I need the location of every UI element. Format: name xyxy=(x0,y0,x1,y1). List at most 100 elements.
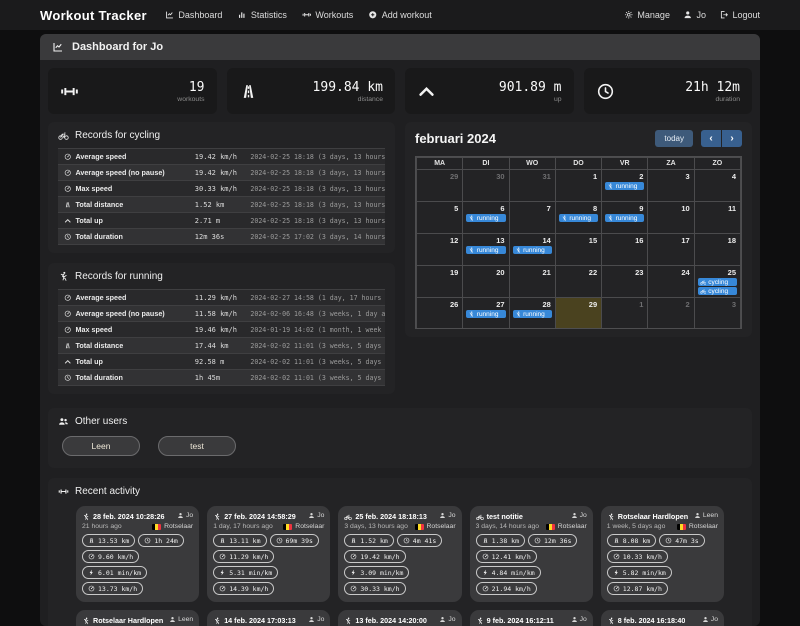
calendar-next-button[interactable]: › xyxy=(722,130,742,147)
gauge-icon xyxy=(88,553,95,560)
record-date: 2024-02-02 11:01 (3 weeks, 5 days ago) xyxy=(244,369,385,386)
calendar-day: 12 xyxy=(416,233,464,266)
stat-label: duration xyxy=(715,95,740,103)
stat-badge: 13.73 km/h xyxy=(82,582,144,595)
calendar-day-number: 5 xyxy=(454,204,459,213)
activity-card[interactable]: 27 feb. 2024 14:58:29 Jo 1 day, 17 hours… xyxy=(207,506,331,602)
calendar-event-running[interactable]: running xyxy=(558,214,599,222)
calendar-day: 9 running xyxy=(601,201,649,234)
nav-add-workout[interactable]: Add workout xyxy=(368,10,432,20)
calendar-day-number: 16 xyxy=(635,236,644,245)
calendar-event-running[interactable]: running xyxy=(605,182,645,190)
calendar-event-cycling[interactable]: cycling xyxy=(697,278,737,286)
gauge-icon xyxy=(482,553,489,560)
bicycle-icon xyxy=(700,288,707,295)
calendar-event-cycling[interactable]: cycling xyxy=(697,287,737,295)
calendar-title: februari 2024 xyxy=(415,131,496,146)
activity-card[interactable]: test notitie Jo 3 days, 14 hours ago Rot… xyxy=(469,506,593,602)
activity-card[interactable]: 25 feb. 2024 18:18:13 Jo 3 days, 13 hour… xyxy=(338,506,462,602)
activity-card[interactable]: 13 feb. 2024 14:20:00 Jo 2 weeks, 1 day … xyxy=(338,610,462,626)
record-value: 19.46 km/h xyxy=(188,321,245,338)
calendar-event-running[interactable]: running xyxy=(512,246,552,254)
activity-user: Jo xyxy=(308,512,324,519)
activity-ago: 21 hours ago xyxy=(82,523,122,530)
road-icon xyxy=(64,342,72,350)
bicycle-icon xyxy=(58,130,69,141)
calendar-day: 23 xyxy=(601,265,649,298)
clock-icon xyxy=(64,374,72,382)
nav-logout[interactable]: Logout xyxy=(719,10,760,20)
activity-title: Rotselaar Hardlopen xyxy=(82,616,163,625)
road-icon xyxy=(239,82,258,101)
activity-card[interactable]: Rotselaar Hardlopen Leen 1 week, 5 days … xyxy=(600,506,724,602)
stat-badge: 14.39 km/h xyxy=(213,582,275,595)
user-pill-test[interactable]: test xyxy=(158,436,236,456)
gauge-icon xyxy=(350,585,357,592)
activity-card[interactable]: 9 feb. 2024 16:12:11 Jo 2 weeks, 5 days … xyxy=(469,610,593,626)
record-label: Average speed (no pause) xyxy=(58,305,189,322)
calendar-day-number: 22 xyxy=(588,268,598,277)
calendar-today-button[interactable]: today xyxy=(655,130,693,147)
runner-icon xyxy=(607,215,614,222)
stat-badge: 8.08 km xyxy=(606,534,657,547)
activity-card[interactable]: 28 feb. 2024 10:28:26 Jo 21 hours ago Ro… xyxy=(76,506,200,602)
page-header: Dashboard for Jo xyxy=(40,34,760,60)
calendar-event-running[interactable]: running xyxy=(605,214,645,222)
runner-icon xyxy=(468,247,475,254)
activity-user: Leen xyxy=(169,616,193,623)
nav-workouts[interactable]: Workouts xyxy=(302,10,353,20)
activity-card[interactable]: 8 feb. 2024 16:18:40 Jo 2 weeks, 6 days … xyxy=(600,610,724,626)
recent-activity-title: Recent activity xyxy=(58,486,742,497)
activity-card[interactable]: 14 feb. 2024 17:03:13 Jo 2 weeks ago Rot… xyxy=(207,610,331,626)
calendar-day-number: 25 xyxy=(727,268,736,277)
other-users-panel: Other users Leen test xyxy=(48,408,752,468)
bolt-icon xyxy=(350,569,357,576)
calendar-day-number: 4 xyxy=(731,172,736,181)
other-users-list: Leen test xyxy=(62,436,738,456)
record-value: 11.29 km/h xyxy=(188,289,245,306)
nav-dashboard[interactable]: Dashboard xyxy=(165,10,222,20)
record-date: 2024-02-25 18:18 (3 days, 13 hours ago) xyxy=(244,164,385,181)
stat-badge: 11.29 km/h xyxy=(213,550,275,563)
runner-icon xyxy=(58,271,69,282)
calendar-day-number: 1 xyxy=(639,300,644,309)
calendar-day: 3 xyxy=(693,297,741,328)
calendar-day-number: 24 xyxy=(681,268,690,277)
dumbbell-icon xyxy=(302,10,312,20)
calendar-day: 24 xyxy=(647,265,695,298)
nav-current-user[interactable]: Jo xyxy=(683,10,706,20)
records-running-table: Average speed 11.29 km/h 2024-02-27 14:5… xyxy=(58,289,385,386)
calendar-week: 12 13 running 14 running 15 16 17 18 xyxy=(416,233,741,266)
calendar-prev-button[interactable]: ‹ xyxy=(701,130,721,147)
record-date: 2024-02-25 18:18 (3 days, 13 hours ago) xyxy=(244,212,385,229)
calendar-day-number: 1 xyxy=(592,172,598,181)
activity-user: Jo xyxy=(177,512,193,519)
activity-title: 8 feb. 2024 16:18:40 xyxy=(607,616,685,625)
calendar-day-number: 3 xyxy=(685,172,690,181)
calendar-event-running[interactable]: running xyxy=(512,310,552,318)
nav-manage[interactable]: Manage xyxy=(624,10,670,20)
user-icon xyxy=(439,616,446,623)
record-row: Average speed 11.29 km/h 2024-02-27 14:5… xyxy=(58,289,385,306)
record-row: Total duration 12m 36s 2024-02-25 17:02 … xyxy=(58,228,385,245)
activity-user: Jo xyxy=(702,616,718,623)
calendar-event-running[interactable]: running xyxy=(466,214,506,222)
record-row: Total duration 1h 45m 2024-02-02 11:01 (… xyxy=(58,369,385,386)
dumbbell-icon xyxy=(60,82,79,101)
calendar-day: 26 xyxy=(416,297,464,328)
calendar-day: 15 xyxy=(554,233,603,266)
calendar-grid: MA DI WO DO VR ZA ZO 29 30 31 1 2 running 3 4 5… xyxy=(415,156,742,329)
calendar-event-running[interactable]: running xyxy=(466,310,506,318)
activity-card[interactable]: Rotselaar Hardlopen Leen 2 weeks ago Rot… xyxy=(76,610,200,626)
calendar-day: 29 xyxy=(554,297,603,328)
calendar-event-running[interactable]: running xyxy=(466,246,506,254)
records-running-panel: Records for running Average speed 11.29 … xyxy=(48,263,395,394)
calendar-day-number: 21 xyxy=(542,268,551,277)
nav-statistics[interactable]: Statistics xyxy=(237,10,287,20)
activity-location: Rotselaar xyxy=(545,523,587,530)
belgium-flag-icon xyxy=(414,523,424,530)
runner-icon xyxy=(476,617,484,625)
activity-location: Rotselaar xyxy=(676,523,718,530)
runner-icon xyxy=(82,617,90,625)
user-pill-leen[interactable]: Leen xyxy=(62,436,140,456)
